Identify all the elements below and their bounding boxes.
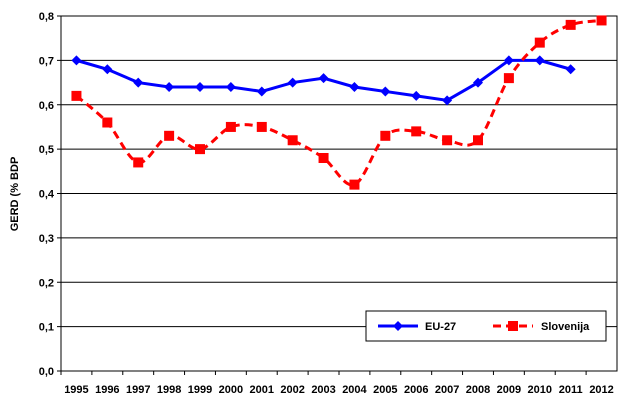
series-line-slovenija	[75, 18, 602, 187]
data-point-eu-27	[380, 86, 391, 97]
data-point-slovenija	[287, 135, 298, 146]
data-point-slovenija	[318, 153, 329, 163]
data-point-slovenija	[534, 37, 545, 48]
data-point-eu-27	[534, 55, 545, 66]
x-tick-label: 2009	[497, 384, 521, 396]
x-tick-label: 2000	[219, 384, 243, 396]
data-point-eu-27	[473, 77, 483, 88]
y-tick-label: 0,5	[39, 144, 54, 156]
y-tick-label: 0,6	[39, 100, 54, 112]
x-tick-label: 1999	[188, 384, 212, 396]
x-tick-label: 2003	[311, 384, 335, 396]
legend-label-slovenija: Slovenija	[541, 321, 590, 333]
x-tick-label: 2002	[280, 384, 304, 396]
x-tick-label: 2012	[589, 384, 613, 396]
data-point-slovenija	[164, 130, 175, 141]
x-tick-label: 2004	[342, 384, 367, 396]
data-point-eu-27	[349, 82, 360, 92]
data-point-eu-27	[133, 77, 144, 88]
x-tick-label: 2011	[559, 384, 583, 396]
data-point-slovenija	[503, 73, 514, 84]
data-point-slovenija	[596, 15, 607, 26]
data-point-slovenija	[102, 117, 113, 128]
legend-item-slovenija: Slovenija	[493, 321, 590, 333]
y-tick-label: 0,7	[39, 55, 54, 67]
data-point-slovenija	[442, 135, 453, 146]
y-tick-labels: 0,0 0,1 0,2 0,3 0,4 0,5 0,6 0,7 0,8	[39, 11, 55, 378]
legend-items: EU-27 Slovenija	[378, 321, 590, 333]
series-slovenija	[71, 15, 607, 190]
x-tick-label: 2007	[435, 384, 459, 396]
x-tick-label: 1995	[64, 384, 88, 396]
legend-label-eu-27: EU-27	[425, 321, 456, 333]
x-tick-labels: 1995 1996 1997 1998 1999 2000 2001 2002 2003 2004…	[64, 384, 614, 396]
data-point-eu-27	[442, 95, 453, 106]
plot-area-border	[60, 15, 618, 372]
y-tick-label: 0,8	[39, 11, 54, 23]
x-tick-label: 1996	[95, 384, 119, 396]
data-point-eu-27	[225, 82, 236, 92]
legend-item-eu-27: EU-27	[378, 321, 456, 333]
x-tick-label: 2010	[528, 384, 552, 396]
y-tick-label: 0,1	[39, 322, 54, 334]
y-tick-label: 0,3	[39, 233, 54, 245]
data-point-slovenija	[473, 135, 483, 146]
y-tick-label: 0,0	[39, 366, 54, 378]
legend-marker-slovenija	[508, 321, 518, 331]
data-point-slovenija	[225, 121, 236, 132]
data-point-slovenija	[380, 130, 391, 141]
data-point-eu-27	[102, 64, 113, 75]
x-tick-label: 2005	[373, 384, 397, 396]
y-tick-label: 0,2	[39, 277, 54, 289]
y-axis-title: GERD (% BDP	[9, 157, 21, 232]
legend-marker-eu-27	[393, 321, 403, 331]
data-point-slovenija	[411, 126, 422, 137]
data-point-slovenija	[349, 179, 360, 190]
y-tick-label: 0,4	[39, 189, 55, 201]
x-tick-label: 1998	[157, 384, 181, 396]
data-point-slovenija	[256, 121, 267, 132]
data-point-eu-27	[565, 64, 576, 75]
data-point-eu-27	[411, 90, 422, 101]
data-point-eu-27	[195, 82, 205, 92]
data-point-eu-27	[503, 55, 514, 66]
series-lines	[71, 15, 607, 190]
x-tick-label: 2008	[466, 384, 490, 396]
legend: EU-27 Slovenija	[365, 310, 607, 342]
data-point-eu-27	[164, 82, 175, 92]
series-eu-27	[71, 55, 576, 106]
x-tick-label: 1997	[126, 384, 150, 396]
data-point-slovenija	[71, 90, 82, 101]
data-point-slovenija	[565, 19, 576, 30]
data-point-eu-27	[256, 86, 267, 97]
data-point-slovenija	[195, 144, 205, 155]
data-point-eu-27	[318, 73, 329, 84]
data-point-eu-27	[287, 77, 298, 88]
data-point-slovenija	[133, 157, 144, 168]
x-tick-label: 2006	[404, 384, 428, 396]
data-point-eu-27	[71, 55, 82, 66]
x-tick-label: 2001	[250, 384, 274, 396]
